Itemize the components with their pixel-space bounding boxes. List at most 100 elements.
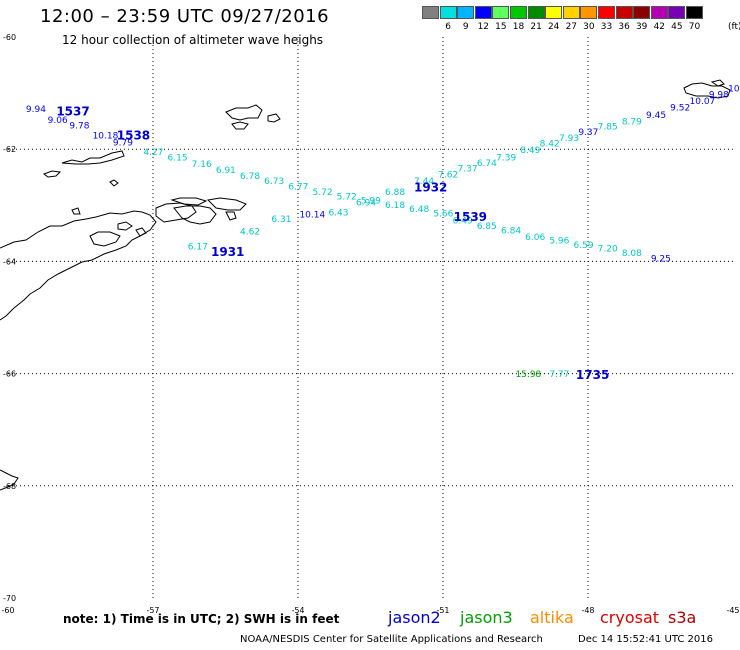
swh-value: 6.77 bbox=[288, 183, 308, 193]
swh-value: 6.17 bbox=[188, 243, 208, 253]
lat-tick-label: -62 bbox=[3, 145, 16, 154]
colorbar-label: 36 bbox=[618, 22, 630, 32]
swh-value: 6.74 bbox=[477, 159, 497, 169]
lon-tick-label: -60 bbox=[1, 606, 14, 615]
pass-time-label: 1537 bbox=[56, 105, 89, 119]
pass-time-label: 1538 bbox=[117, 129, 150, 143]
swh-value: 6.94 bbox=[356, 198, 376, 208]
lon-tick-label: -48 bbox=[581, 606, 594, 615]
coastline-eastern-island bbox=[683, 82, 731, 99]
lon-tick-label: -57 bbox=[146, 606, 159, 615]
lat-tick-label: -66 bbox=[3, 370, 16, 379]
colorbar-swatch bbox=[474, 6, 492, 19]
swh-value: 6.48 bbox=[409, 205, 429, 215]
colorbar-label: 15 bbox=[495, 22, 507, 32]
colorbar-label: 70 bbox=[688, 22, 701, 32]
coastline bbox=[0, 79, 731, 491]
pass-time-label: 1539 bbox=[454, 210, 487, 224]
coastline-antarctic-peninsula bbox=[0, 210, 157, 321]
swh-value: 6.43 bbox=[328, 208, 348, 218]
swh-value: 7.77 bbox=[549, 370, 569, 380]
swh-value: 7.37 bbox=[458, 165, 478, 175]
swh-value: 6.88 bbox=[385, 188, 405, 198]
colorbar-label: 27 bbox=[565, 22, 578, 32]
satellite-legend-item: cryosat bbox=[600, 608, 660, 627]
colorbar-swatch bbox=[457, 6, 475, 19]
swh-value: 9.37 bbox=[578, 128, 598, 138]
swh-value: 9.45 bbox=[646, 111, 666, 121]
pass-time-label: 1735 bbox=[576, 368, 609, 382]
colorbar-swatch bbox=[527, 6, 545, 19]
swh-value: 9.06 bbox=[48, 116, 68, 126]
swh-value: 6.06 bbox=[525, 233, 545, 243]
swh-value: 9.98 bbox=[709, 91, 729, 101]
page-title: 12:00 – 23:59 UTC 09/27/2016 bbox=[40, 6, 330, 27]
colorbar-label: 6 bbox=[445, 22, 451, 32]
swh-value: 10.07 bbox=[690, 97, 716, 107]
swh-value: 9.94 bbox=[26, 105, 46, 115]
colorbar-label: 18 bbox=[512, 22, 525, 32]
swh-value: 7.85 bbox=[598, 123, 618, 133]
pass-time-label: 1931 bbox=[211, 245, 244, 259]
swh-value: 8.08 bbox=[622, 249, 642, 259]
swh-value: 7.44 bbox=[414, 177, 434, 187]
swh-value: 6.84 bbox=[501, 226, 521, 236]
lon-tick-label: -51 bbox=[436, 606, 449, 615]
satellite-legend-item: s3a bbox=[668, 608, 697, 627]
colorbar-swatch bbox=[562, 6, 580, 19]
coastline-south-orkney-laurie bbox=[206, 197, 247, 211]
colorbar-label: 33 bbox=[600, 22, 613, 32]
swh-value: 6.15 bbox=[168, 153, 188, 163]
coastline-eastern-islet bbox=[710, 79, 725, 87]
swh-value: 9.25 bbox=[651, 254, 671, 264]
colorbar-unit: (ft) bbox=[728, 22, 740, 32]
swh-value: 6.78 bbox=[240, 172, 260, 182]
swh-value: 10.14 bbox=[299, 211, 325, 221]
swh-value: 5.66 bbox=[433, 210, 453, 220]
lat-tick-label: -60 bbox=[3, 33, 16, 42]
swh-value: 10.05 bbox=[728, 84, 740, 94]
colorbar-label: 12 bbox=[477, 22, 490, 32]
coastline-seymour-island bbox=[135, 227, 147, 237]
colorbar-swatch bbox=[580, 6, 598, 19]
swh-value: 7.62 bbox=[438, 170, 458, 180]
coastline-islet-west bbox=[71, 207, 81, 215]
swh-value: 6.59 bbox=[574, 241, 594, 251]
swh-value: 4.62 bbox=[240, 227, 260, 237]
colorbar-label: 9 bbox=[462, 22, 469, 32]
colorbar-swatch bbox=[686, 6, 703, 19]
lat-tick-label: -64 bbox=[3, 257, 16, 266]
swh-value: 7.20 bbox=[598, 244, 618, 254]
coastline-islet-left-edge bbox=[0, 469, 19, 491]
coastline-elephant-island bbox=[225, 104, 263, 121]
timestamp: Dec 14 15:52:41 UTC 2016 bbox=[578, 634, 713, 645]
colorbar-swatch bbox=[422, 6, 439, 19]
swh-value: 9.78 bbox=[69, 121, 89, 131]
coastline-dundee-island bbox=[170, 197, 208, 206]
swh-value: 6.31 bbox=[271, 215, 291, 225]
lon-tick-label: -54 bbox=[291, 606, 304, 615]
colorbar-label: 39 bbox=[635, 22, 648, 32]
colorbar-swatch bbox=[439, 6, 457, 19]
coastline-joinville-island bbox=[155, 202, 197, 223]
satellite-legend-item: jason2 bbox=[388, 608, 441, 627]
swh-value: 5.96 bbox=[549, 236, 569, 246]
satellite-legend-item: altika bbox=[530, 608, 574, 627]
swh-value: 6.49 bbox=[453, 216, 473, 226]
colorbar-swatch bbox=[492, 6, 510, 19]
colorbar-label: 24 bbox=[547, 22, 560, 32]
colorbar-label: 45 bbox=[671, 22, 683, 32]
swh-value: 5.72 bbox=[313, 188, 333, 198]
swh-value: 6.73 bbox=[264, 177, 284, 187]
swh-value: 8.42 bbox=[540, 139, 560, 149]
swh-value: 10.18 bbox=[93, 132, 119, 142]
coastline-king-george-island bbox=[231, 121, 249, 130]
coastline-clarence-island bbox=[267, 113, 281, 123]
swh-value: 5.72 bbox=[337, 193, 357, 203]
coastline-islet-wedge bbox=[109, 179, 119, 187]
swh-value: 4.27 bbox=[143, 148, 163, 158]
swh-value: 15.98 bbox=[516, 370, 542, 380]
swh-value: 9.79 bbox=[113, 138, 133, 148]
swh-value: 8.79 bbox=[622, 118, 642, 128]
